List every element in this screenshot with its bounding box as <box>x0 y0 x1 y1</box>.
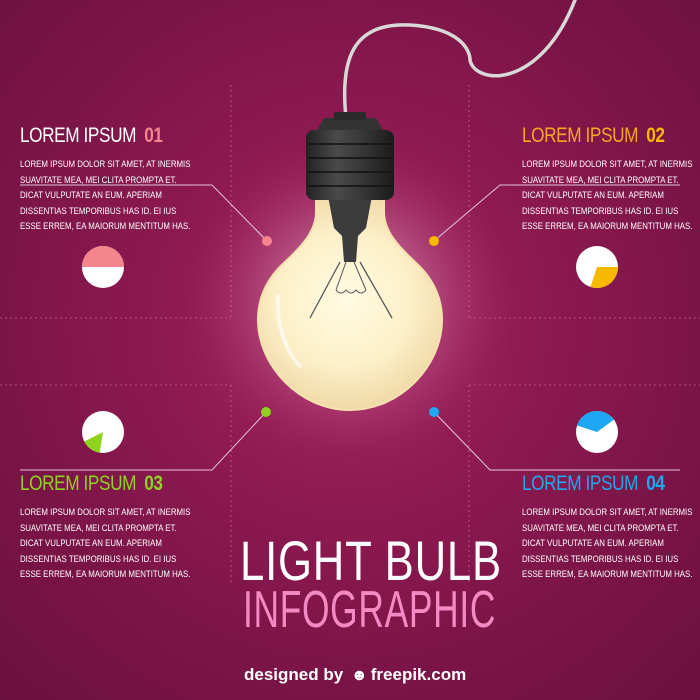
section-04-body: LOREM IPSUM DOLOR SIT AMET, AT INERMIS S… <box>522 505 692 583</box>
section-04-line: DISSENTIAS TEMPORIBUS HAS ID. EI IUS <box>522 553 679 565</box>
section-03-label: LOREM IPSUM <box>20 472 137 495</box>
section-03-title: LOREM IPSUM 03 <box>20 472 163 496</box>
section-01-line: DICAT VULPUTATE AN EUM. APERIAM <box>20 190 162 202</box>
section-04-line: SUAVITATE MEA, MEI CLITA PROMPTA ET. <box>522 522 679 534</box>
section-02-line: DISSENTIAS TEMPORIBUS HAS ID. EI IUS <box>522 205 679 217</box>
light-bulb-icon <box>256 112 444 412</box>
section-03-line: DISSENTIAS TEMPORIBUS HAS ID. EI IUS <box>20 553 177 565</box>
connector-dot-04 <box>429 407 439 417</box>
connector-lines <box>20 184 680 471</box>
main-title: LIGHT BULB <box>240 529 502 592</box>
section-01-line: ESSE ERREM, EA MAIORUM MENTITUM HAS. <box>20 221 191 233</box>
section-02-line: LOREM IPSUM DOLOR SIT AMET, AT INERMIS <box>522 159 693 170</box>
freepik-logo-icon: ☻ <box>350 667 368 684</box>
pie-slice <box>82 246 124 267</box>
section-01-body: LOREM IPSUM DOLOR SIT AMET, AT INERMIS S… <box>20 157 190 235</box>
section-02-title: LOREM IPSUM 02 <box>522 124 665 148</box>
pie-slice <box>577 411 614 432</box>
section-02-body: LOREM IPSUM DOLOR SIT AMET, AT INERMIS S… <box>522 157 692 235</box>
credit-line: designed by ☻ freepik.com <box>244 665 466 685</box>
section-04-title: LOREM IPSUM 04 <box>522 472 665 496</box>
section-01-label: LOREM IPSUM <box>20 124 137 147</box>
pie-slice <box>84 432 103 453</box>
section-03-line: DICAT VULPUTATE AN EUM. APERIAM <box>20 538 162 550</box>
credit-prefix: designed by <box>244 665 344 684</box>
section-03-number: 03 <box>144 472 163 495</box>
pie-chart-01 <box>82 246 124 288</box>
credit-brand: freepik.com <box>370 665 467 684</box>
sub-title: INFOGRAPHIC <box>243 581 497 639</box>
pie-chart-04 <box>576 411 618 453</box>
section-01-line: SUAVITATE MEA, MEI CLITA PROMPTA ET. <box>20 174 177 186</box>
section-02-line: ESSE ERREM, EA MAIORUM MENTITUM HAS. <box>522 221 693 233</box>
section-03-line: LOREM IPSUM DOLOR SIT AMET, AT INERMIS <box>20 507 191 518</box>
section-04-line: DICAT VULPUTATE AN EUM. APERIAM <box>522 538 664 550</box>
connector-dot-01 <box>262 236 272 246</box>
section-01-title: LOREM IPSUM 01 <box>20 124 163 148</box>
section-02-number: 02 <box>646 124 665 147</box>
section-02-line: SUAVITATE MEA, MEI CLITA PROMPTA ET. <box>522 174 679 186</box>
section-03-line: ESSE ERREM, EA MAIORUM MENTITUM HAS. <box>20 569 191 581</box>
pie-chart-03 <box>82 411 124 453</box>
section-04-label: LOREM IPSUM <box>522 472 639 495</box>
section-04-number: 04 <box>646 472 665 495</box>
section-01-number: 01 <box>144 124 163 147</box>
connector-dot-03 <box>261 407 271 417</box>
pie-chart-02 <box>576 246 618 289</box>
section-02-label: LOREM IPSUM <box>522 124 639 147</box>
section-04-line: LOREM IPSUM DOLOR SIT AMET, AT INERMIS <box>522 507 693 518</box>
pie-slice <box>590 267 618 289</box>
section-03-body: LOREM IPSUM DOLOR SIT AMET, AT INERMIS S… <box>20 505 190 583</box>
section-01-line: LOREM IPSUM DOLOR SIT AMET, AT INERMIS <box>20 159 191 170</box>
section-02-line: DICAT VULPUTATE AN EUM. APERIAM <box>522 190 664 202</box>
section-03-line: SUAVITATE MEA, MEI CLITA PROMPTA ET. <box>20 522 177 534</box>
connector-dot-02 <box>429 236 439 246</box>
section-04-line: ESSE ERREM, EA MAIORUM MENTITUM HAS. <box>522 569 693 581</box>
bulb-cord <box>342 0 577 120</box>
section-01-line: DISSENTIAS TEMPORIBUS HAS ID. EI IUS <box>20 205 177 217</box>
